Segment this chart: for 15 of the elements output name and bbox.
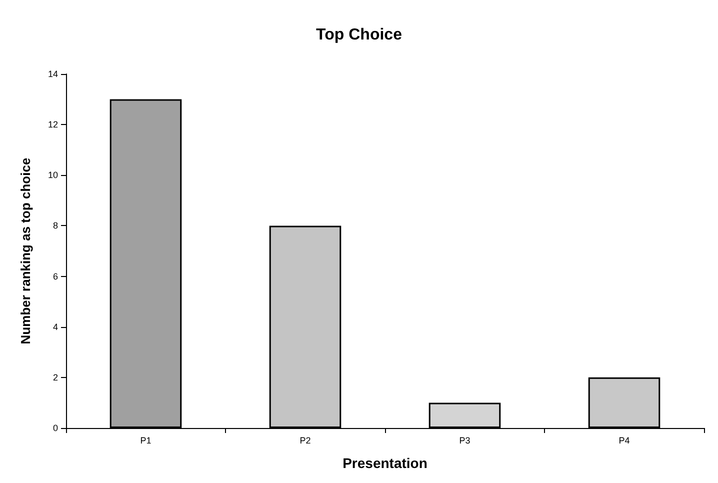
x-tick-label: P3 xyxy=(459,436,470,446)
x-tick-label: P4 xyxy=(618,436,630,446)
y-axis-title: Number ranking as top choice xyxy=(18,158,33,344)
x-tick-label: P2 xyxy=(300,436,311,446)
y-tick-label: 10 xyxy=(48,170,58,180)
y-tick-label: 2 xyxy=(52,372,58,382)
y-tick-label: 0 xyxy=(52,423,58,433)
y-tick-label: 12 xyxy=(48,120,58,130)
y-tick-label: 6 xyxy=(52,271,58,282)
x-axis-title: Presentation xyxy=(342,455,428,471)
y-tick-label: 4 xyxy=(52,322,58,332)
y-tick-label: 14 xyxy=(48,69,58,79)
y-tick-label: 8 xyxy=(52,220,58,231)
x-tick-label: P1 xyxy=(140,436,152,446)
chart-title: Top Choice xyxy=(316,26,402,44)
